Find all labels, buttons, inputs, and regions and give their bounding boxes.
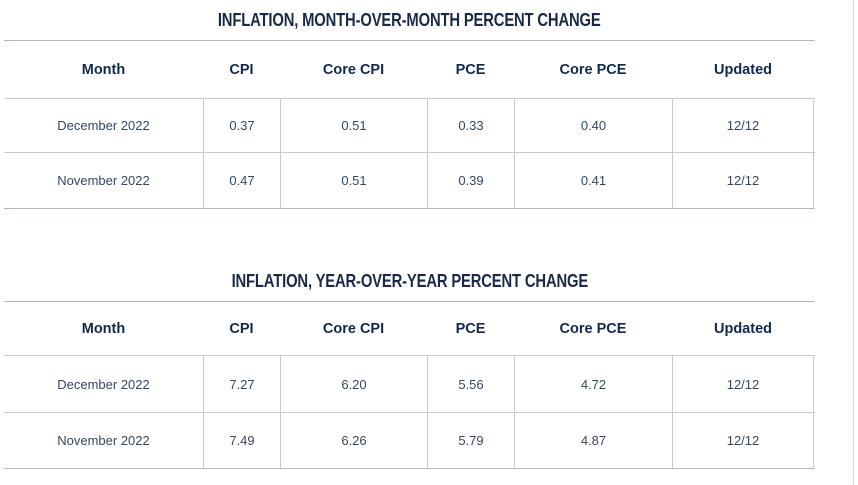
cell-pce: 0.33 (427, 99, 514, 152)
mom-inflation-section: INFLATION, MONTH-OVER-MONTH PERCENT CHAN… (4, 0, 815, 209)
column-header-cpi: CPI (229, 320, 254, 337)
cell-cpi: 0.37 (203, 99, 280, 152)
table-row: November 2022 0.47 0.51 0.39 0.41 12/12 (4, 152, 815, 208)
cell-updated: 12/12 (672, 99, 814, 152)
cell-pce: 5.79 (427, 413, 514, 468)
yoy-table-title: INFLATION, YEAR-OVER-YEAR PERCENT CHANGE (4, 261, 815, 301)
column-header-pce: PCE (455, 320, 486, 337)
column-header-core-pce: Core PCE (559, 61, 627, 78)
cell-pce: 0.39 (427, 153, 514, 208)
column-header-month: Month (81, 320, 126, 337)
yoy-inflation-section: INFLATION, YEAR-OVER-YEAR PERCENT CHANGE… (4, 261, 815, 469)
cell-cpi: 7.27 (203, 356, 280, 412)
cell-updated: 12/12 (672, 356, 814, 412)
column-header-updated: Updated (714, 320, 772, 337)
column-header-pce: PCE (455, 61, 486, 78)
cell-core-cpi: 0.51 (280, 153, 427, 208)
cell-core-cpi: 0.51 (280, 99, 427, 152)
cell-core-pce: 4.87 (514, 413, 672, 468)
column-header-core-cpi: Core CPI (322, 320, 385, 337)
cell-core-cpi: 6.20 (280, 356, 427, 412)
yoy-table-title-text: INFLATION, YEAR-OVER-YEAR PERCENT CHANGE (231, 270, 588, 291)
column-header-core-pce: Core PCE (559, 320, 627, 337)
cell-updated: 12/12 (672, 413, 814, 468)
cell-month: November 2022 (57, 173, 150, 188)
table-row: December 2022 7.27 6.20 5.56 4.72 12/12 (4, 356, 815, 412)
column-header-core-cpi: Core CPI (322, 61, 385, 78)
cell-cpi: 7.49 (203, 413, 280, 468)
page-edge-divider (853, 0, 854, 485)
cell-cpi: 0.47 (203, 153, 280, 208)
table-header-row: Month CPI Core CPI PCE Core PCE Updated (4, 302, 815, 356)
cell-core-pce: 0.41 (514, 153, 672, 208)
column-header-updated: Updated (714, 61, 772, 78)
page-content: INFLATION, MONTH-OVER-MONTH PERCENT CHAN… (4, 0, 815, 469)
cell-month: December 2022 (57, 118, 150, 133)
mom-table-title: INFLATION, MONTH-OVER-MONTH PERCENT CHAN… (4, 0, 815, 40)
cell-updated: 12/12 (672, 153, 814, 208)
column-header-cpi: CPI (229, 61, 254, 78)
cell-pce: 5.56 (427, 356, 514, 412)
mom-inflation-table: Month CPI Core CPI PCE Core PCE Updated … (4, 40, 815, 209)
column-header-month: Month (81, 61, 126, 78)
table-row: November 2022 7.49 6.26 5.79 4.87 12/12 (4, 412, 815, 468)
cell-month: November 2022 (57, 433, 150, 448)
cell-core-cpi: 6.26 (280, 413, 427, 468)
yoy-inflation-table: Month CPI Core CPI PCE Core PCE Updated … (4, 301, 815, 469)
table-row: December 2022 0.37 0.51 0.33 0.40 12/12 (4, 99, 815, 152)
cell-core-pce: 4.72 (514, 356, 672, 412)
cell-core-pce: 0.40 (514, 99, 672, 152)
cell-month: December 2022 (57, 376, 150, 392)
mom-table-title-text: INFLATION, MONTH-OVER-MONTH PERCENT CHAN… (218, 9, 601, 30)
table-header-row: Month CPI Core CPI PCE Core PCE Updated (4, 41, 815, 99)
